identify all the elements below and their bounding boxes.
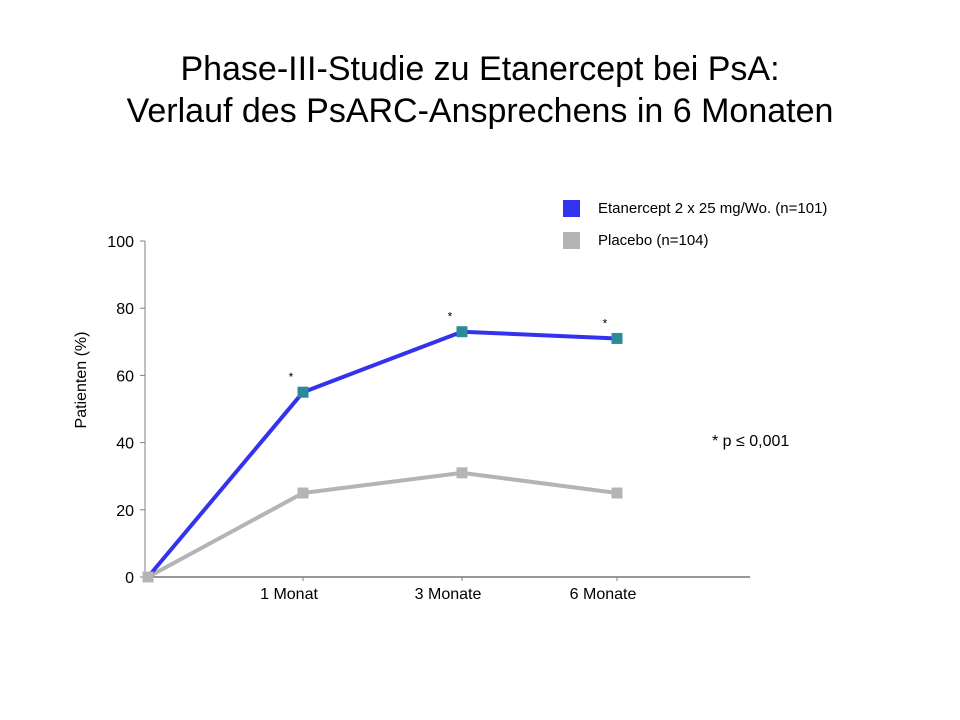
data-point-placebo	[456, 467, 468, 479]
significance-asterisk: *	[603, 316, 608, 330]
significance-asterisk: *	[289, 370, 294, 384]
x-tick-label: 6 Monate	[570, 586, 637, 603]
title-line-2: Verlauf des PsARC-Ansprechens in 6 Monat…	[126, 92, 834, 130]
y-tick-label: 0	[125, 570, 134, 587]
significance-note: * p ≤ 0,001	[712, 433, 790, 450]
y-tick-label: 20	[116, 503, 134, 520]
slide-title: Phase-III-Studie zu Etanercept bei PsA: …	[0, 48, 960, 132]
legend-entry-etanercept: Etanercept 2 x 25 mg/Wo. (n=101)	[563, 198, 827, 218]
data-point-etanercept	[611, 332, 623, 344]
x-tick-label: 1 Monat	[260, 586, 318, 603]
data-point-placebo	[297, 487, 309, 499]
x-tick-label: 3 Monate	[415, 586, 482, 603]
y-tick-label: 80	[116, 301, 134, 318]
legend-entry-placebo: Placebo (n=104)	[563, 230, 709, 250]
series-line-etanercept	[146, 329, 618, 579]
legend-label-etanercept: Etanercept 2 x 25 mg/Wo. (n=101)	[598, 199, 828, 217]
legend-label-placebo: Placebo (n=104)	[598, 231, 709, 249]
y-tick-label: 100	[107, 234, 134, 251]
y-tick-label: 60	[116, 368, 134, 385]
data-point-etanercept	[297, 386, 309, 398]
y-tick-label: 40	[116, 436, 134, 453]
legend-swatch-etanercept	[563, 199, 580, 217]
data-point-placebo	[611, 487, 623, 499]
y-axis-label: Patienten (%)	[73, 332, 90, 429]
series-line-placebo	[147, 470, 618, 579]
title-line-1: Phase-III-Studie zu Etanercept bei PsA:	[180, 50, 780, 88]
significance-asterisk: *	[448, 310, 453, 324]
data-point-etanercept	[456, 326, 468, 338]
data-point-etanercept	[142, 571, 154, 583]
legend-swatch-placebo	[563, 231, 580, 249]
